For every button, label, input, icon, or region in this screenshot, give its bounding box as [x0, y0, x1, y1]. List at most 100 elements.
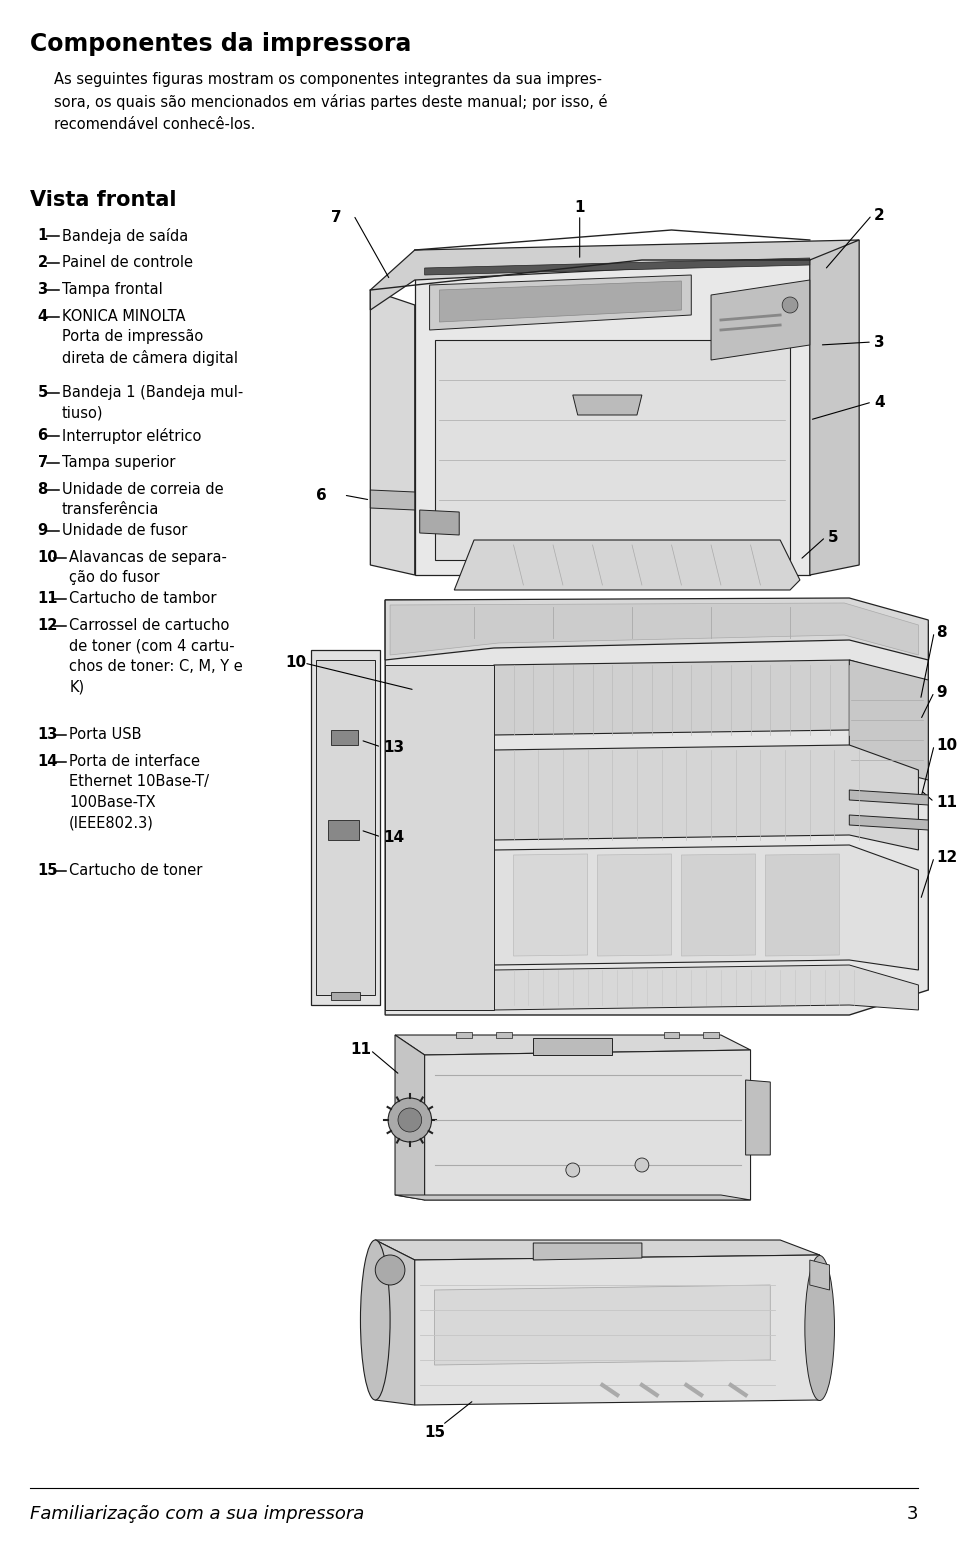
Text: 3: 3: [874, 334, 884, 350]
Text: 2: 2: [37, 254, 48, 270]
Text: 3: 3: [37, 282, 48, 297]
Text: 13: 13: [37, 727, 58, 743]
Polygon shape: [395, 1036, 424, 1200]
Circle shape: [388, 1099, 432, 1142]
Polygon shape: [316, 660, 375, 995]
Text: Tampa superior: Tampa superior: [61, 455, 175, 470]
Text: 7: 7: [331, 210, 342, 225]
Text: 3: 3: [907, 1506, 919, 1523]
Bar: [495, 1032, 512, 1039]
Text: 5: 5: [828, 530, 838, 546]
Circle shape: [635, 1157, 649, 1173]
Polygon shape: [533, 1244, 642, 1261]
Polygon shape: [493, 744, 919, 851]
Polygon shape: [850, 660, 928, 780]
Polygon shape: [810, 1261, 829, 1290]
Polygon shape: [440, 280, 682, 322]
Text: 15: 15: [37, 863, 58, 878]
Text: Vista frontal: Vista frontal: [30, 190, 176, 210]
Text: Painel de controle: Painel de controle: [61, 254, 193, 270]
Polygon shape: [780, 1245, 820, 1401]
Text: 11: 11: [37, 592, 58, 606]
Text: 4: 4: [874, 394, 884, 410]
Text: 2: 2: [874, 208, 885, 223]
Polygon shape: [375, 1241, 415, 1405]
Polygon shape: [415, 1254, 820, 1405]
Ellipse shape: [360, 1241, 390, 1401]
Text: 1: 1: [37, 228, 48, 243]
Text: 10: 10: [37, 550, 58, 566]
Polygon shape: [746, 1080, 770, 1156]
Polygon shape: [514, 854, 588, 955]
Polygon shape: [810, 240, 859, 575]
Text: Cartucho de tambor: Cartucho de tambor: [69, 592, 217, 606]
Polygon shape: [493, 660, 919, 750]
Bar: [331, 730, 358, 744]
Polygon shape: [682, 854, 756, 955]
Polygon shape: [493, 965, 919, 1009]
Polygon shape: [765, 854, 839, 955]
Text: Tampa frontal: Tampa frontal: [61, 282, 162, 297]
Polygon shape: [435, 1285, 770, 1365]
Text: 7: 7: [37, 455, 48, 470]
Text: 13: 13: [383, 740, 404, 755]
Polygon shape: [454, 539, 800, 590]
Text: Familiarização com a sua impressora: Familiarização com a sua impressora: [30, 1506, 364, 1523]
Text: Carrossel de cartucho
de toner (com 4 cartu-
chos de toner: C, M, Y e
K): Carrossel de cartucho de toner (com 4 ca…: [69, 618, 243, 693]
Polygon shape: [424, 257, 810, 274]
Text: Bandeja de saída: Bandeja de saída: [61, 228, 188, 243]
Polygon shape: [573, 394, 642, 415]
Polygon shape: [375, 1241, 820, 1261]
Text: 15: 15: [424, 1425, 445, 1439]
Text: Porta de interface
Ethernet 10Base-T/
100Base-TX
(IEEE802.3): Porta de interface Ethernet 10Base-T/ 10…: [69, 754, 209, 831]
Polygon shape: [429, 274, 691, 330]
Text: Unidade de fusor: Unidade de fusor: [61, 522, 187, 538]
Text: 1: 1: [574, 200, 585, 216]
Text: KONICA MINOLTA
Porta de impressão
direta de câmera digital: KONICA MINOLTA Porta de impressão direta…: [61, 310, 238, 367]
Bar: [331, 992, 360, 1000]
Text: Cartucho de toner: Cartucho de toner: [69, 863, 203, 878]
Polygon shape: [311, 650, 380, 1005]
Polygon shape: [424, 1049, 751, 1200]
Polygon shape: [385, 599, 928, 1016]
Polygon shape: [850, 791, 928, 804]
Polygon shape: [850, 815, 928, 831]
Circle shape: [398, 1108, 421, 1133]
Bar: [328, 820, 359, 840]
Text: 12: 12: [37, 618, 58, 633]
Polygon shape: [493, 844, 919, 969]
Text: 10: 10: [936, 738, 957, 754]
Circle shape: [375, 1254, 405, 1285]
Text: 6: 6: [316, 488, 326, 502]
Text: 9: 9: [936, 686, 947, 700]
Polygon shape: [390, 603, 919, 655]
Polygon shape: [415, 250, 810, 575]
Polygon shape: [420, 510, 459, 535]
Polygon shape: [371, 490, 415, 510]
Text: Alavancas de separa-
ção do fusor: Alavancas de separa- ção do fusor: [69, 550, 227, 586]
Text: 8: 8: [936, 626, 947, 640]
Bar: [703, 1032, 719, 1039]
Polygon shape: [597, 854, 672, 955]
Text: 11: 11: [350, 1042, 372, 1057]
Text: 10: 10: [285, 655, 306, 670]
Text: 6: 6: [37, 428, 48, 442]
Text: Porta USB: Porta USB: [69, 727, 142, 743]
Text: As seguintes figuras mostram os componentes integrantes da sua impres-
sora, os : As seguintes figuras mostram os componen…: [55, 72, 608, 131]
Polygon shape: [385, 666, 493, 1009]
Text: 8: 8: [37, 482, 48, 498]
Text: 14: 14: [37, 754, 58, 769]
Circle shape: [565, 1163, 580, 1177]
Text: Unidade de correia de
transferência: Unidade de correia de transferência: [61, 482, 224, 518]
Polygon shape: [533, 1039, 612, 1056]
Polygon shape: [371, 290, 415, 575]
Circle shape: [782, 297, 798, 313]
Bar: [456, 1032, 472, 1039]
Text: Componentes da impressora: Componentes da impressora: [30, 32, 411, 55]
Polygon shape: [711, 280, 810, 361]
Ellipse shape: [804, 1256, 834, 1401]
Polygon shape: [395, 1194, 751, 1200]
Text: Bandeja 1 (Bandeja mul-
tiuso): Bandeja 1 (Bandeja mul- tiuso): [61, 385, 243, 421]
Text: 14: 14: [383, 831, 404, 844]
Polygon shape: [371, 240, 859, 310]
